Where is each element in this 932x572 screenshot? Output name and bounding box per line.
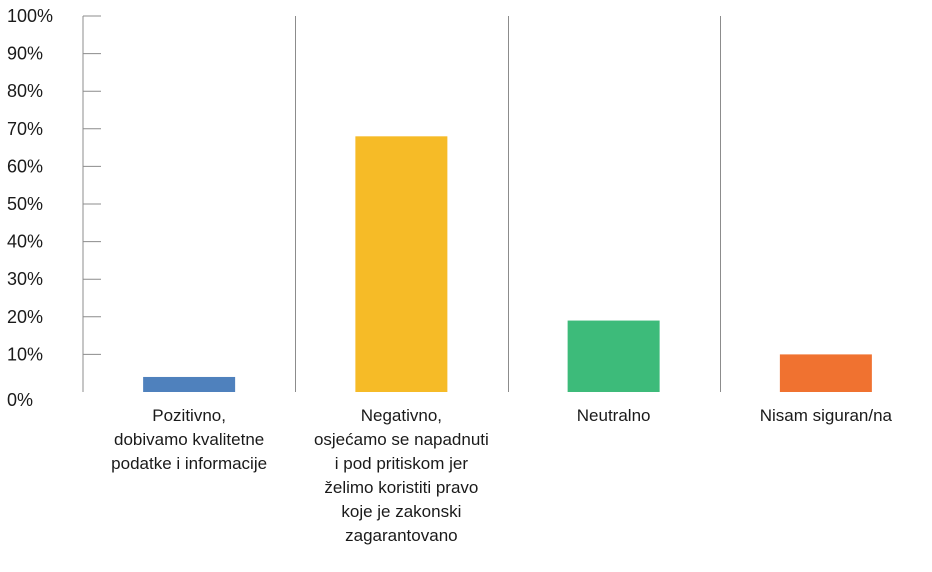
y-tick-label: 100%: [7, 6, 53, 26]
y-tick-label: 10%: [7, 344, 43, 364]
bars: [143, 136, 872, 392]
y-tick-label: 80%: [7, 81, 43, 101]
y-tick-label: 20%: [7, 307, 43, 327]
y-tick-label: 0%: [7, 390, 33, 410]
y-tick-label: 50%: [7, 194, 43, 214]
category-label: Pozitivno, dobivamo kvalitetne podatke i i…: [111, 406, 267, 473]
y-tick-label: 70%: [7, 119, 43, 139]
category-label: Negativno, osjećamo se napadnuti i pod pri…: [314, 406, 489, 545]
category-dividers: [295, 16, 721, 392]
bar: [567, 320, 660, 392]
y-tick-label: 30%: [7, 269, 43, 289]
y-tick-label: 40%: [7, 232, 43, 252]
y-tick-label: 90%: [7, 44, 43, 64]
category-label: Nisam siguran/na: [760, 406, 893, 425]
bar: [143, 376, 236, 392]
category-labels: Pozitivno, dobivamo kvalitetne podatke i i…: [111, 406, 892, 545]
bar: [779, 354, 872, 392]
bar: [355, 136, 448, 392]
y-axis: 0% 10% 20% 30% 40% 50% 60% 70% 80% 90% 100%: [7, 6, 101, 410]
category-label: Neutralno: [577, 406, 651, 425]
y-tick-label: 60%: [7, 156, 43, 176]
